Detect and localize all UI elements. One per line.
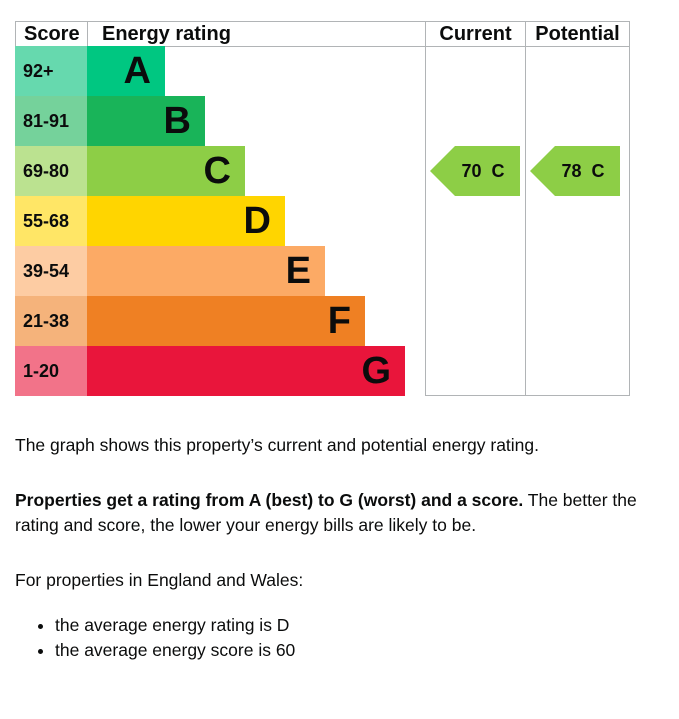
epc-graph: Score Energy rating Current Potential 92+ A 81… — [15, 21, 630, 396]
current-letter: C — [491, 160, 505, 181]
average-rating: the average energy rating is D — [55, 613, 665, 638]
band-score: 21-38 — [15, 296, 87, 346]
band-score: 55-68 — [15, 196, 87, 246]
potential-value: 78 — [561, 160, 582, 181]
header-rule — [15, 46, 630, 47]
current-column — [425, 46, 525, 396]
band-bar: F — [87, 296, 365, 346]
band-bar: B — [87, 96, 205, 146]
intro: The graph shows this property’s current … — [15, 435, 540, 455]
band-score: 1-20 — [15, 346, 87, 396]
band-bar: C — [87, 146, 245, 196]
current-header: Current — [425, 21, 525, 46]
band-bar: A — [87, 46, 165, 96]
rating-rest: The better the rating and score, the low… — [15, 490, 637, 535]
band-score: 69-80 — [15, 146, 87, 196]
score-header: Score — [15, 21, 87, 46]
average-score: the average energy score is 60 — [55, 638, 665, 663]
current-value: 70 — [461, 160, 482, 181]
averages: the average energy rating is D the avera… — [15, 613, 665, 663]
region: For properties in England and Wales: — [15, 570, 304, 590]
band-score: 39-54 — [15, 246, 87, 296]
potential-letter: C — [591, 160, 605, 181]
band-bar: E — [87, 246, 325, 296]
band-bar: D — [87, 196, 285, 246]
band-bar: G — [87, 346, 405, 396]
potential-arrow: 78 C — [530, 146, 620, 196]
average-list: the average energy rating is D the avera… — [15, 613, 665, 663]
potential-column — [525, 46, 630, 396]
band-score: 92+ — [15, 46, 87, 96]
rating-bold: Properties get a rating from A (best) to… — [15, 490, 524, 510]
band-score: 81-91 — [15, 96, 87, 146]
potential-header: Potential — [525, 21, 630, 46]
rating-header: Energy rating — [87, 21, 425, 46]
rating-note: Properties get a rating from A (best) to… — [15, 488, 665, 538]
